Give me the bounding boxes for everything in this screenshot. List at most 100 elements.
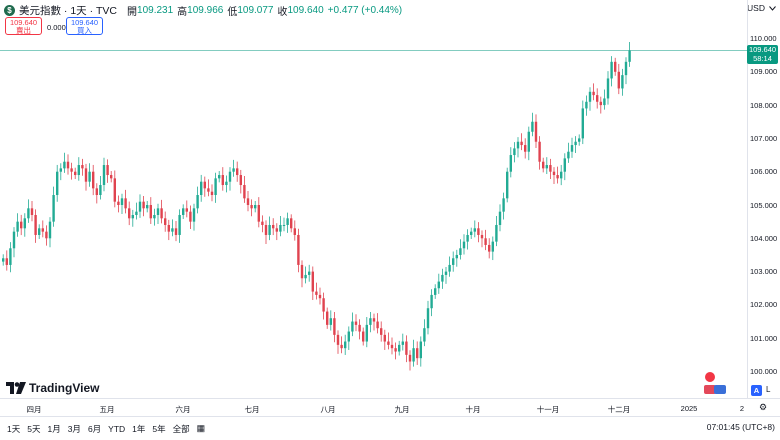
candle — [232, 159, 235, 177]
gear-icon[interactable]: ⚙ — [759, 402, 768, 412]
candle — [304, 266, 307, 284]
candle — [38, 224, 41, 239]
candle — [329, 310, 332, 331]
symbol-title[interactable]: 美元指數 · 1天 · TVC — [19, 4, 118, 17]
tradingview-logo[interactable]: TradingView — [6, 381, 99, 395]
candle — [286, 212, 289, 233]
candle — [488, 238, 491, 259]
buy-button[interactable]: 109.640 買入 — [66, 17, 103, 35]
candle — [560, 164, 563, 186]
candle — [5, 250, 8, 271]
clock[interactable]: 07:01:45 (UTC+8) — [706, 422, 775, 432]
time-tick-label: 七月 — [244, 405, 260, 414]
range-button[interactable]: 全部 — [172, 423, 190, 434]
candle — [318, 287, 322, 305]
candle — [225, 175, 228, 193]
candle — [272, 218, 275, 236]
candle — [462, 234, 466, 255]
candle — [470, 227, 473, 239]
change-value: +0.477 (+0.44%) — [327, 4, 403, 16]
candle — [275, 223, 278, 241]
dollar-icon: $ — [4, 4, 15, 16]
event-marker[interactable] — [705, 372, 715, 382]
range-button[interactable]: 6月 — [87, 423, 102, 434]
candle — [254, 201, 257, 213]
candle — [628, 42, 631, 67]
candle — [372, 313, 376, 331]
candle — [333, 312, 336, 343]
close-label: 收 — [277, 6, 288, 18]
high-label: 高 — [177, 6, 188, 18]
candle — [156, 203, 160, 224]
candle — [509, 147, 512, 178]
candle — [369, 312, 372, 333]
tradingview-icon — [6, 382, 26, 394]
candlestick-chart[interactable] — [0, 0, 747, 398]
candle — [423, 319, 426, 347]
log-scale-button[interactable]: L — [766, 385, 771, 394]
candle — [63, 152, 66, 173]
candle — [290, 214, 293, 233]
countdown: 58:14 — [753, 54, 772, 63]
candle — [408, 350, 412, 371]
close-value: 109.640 — [287, 4, 324, 16]
range-button[interactable]: 3月 — [67, 423, 81, 434]
candle — [592, 83, 595, 101]
open-label: 開 — [127, 6, 138, 18]
candle — [426, 300, 430, 335]
candle — [495, 215, 498, 247]
candle — [167, 219, 170, 241]
range-button[interactable]: 1年 — [132, 423, 146, 434]
price-tick-label: 100.000 — [750, 367, 778, 376]
range-button[interactable]: 1天 — [7, 423, 21, 434]
candle — [534, 114, 538, 148]
sell-button[interactable]: 109.640 賣出 — [5, 17, 42, 35]
us-flag-icon[interactable] — [714, 385, 726, 394]
candle — [459, 239, 462, 260]
candle — [261, 215, 264, 233]
candle — [171, 219, 174, 237]
candle — [477, 222, 480, 243]
candle — [30, 201, 34, 222]
candle — [621, 68, 624, 96]
candle — [596, 88, 599, 109]
candle — [70, 162, 73, 180]
candle — [59, 163, 62, 181]
candle — [56, 164, 59, 202]
symbol-legend[interactable]: $ 美元指數 · 1天 · TVC 開 109.231 高 109.966 低 109… — [4, 3, 403, 18]
currency-select[interactable]: USD — [747, 3, 776, 13]
candle — [524, 138, 527, 159]
auto-scale-button[interactable]: A — [751, 385, 762, 396]
candle — [113, 170, 116, 208]
candle — [153, 208, 156, 226]
calendar-icon[interactable]: ▦ — [196, 423, 206, 433]
candle — [340, 336, 343, 354]
candle — [110, 171, 113, 183]
buy-label: 買入 — [77, 26, 92, 35]
high-value: 109.966 — [187, 4, 224, 16]
range-button[interactable]: YTD — [108, 423, 126, 434]
range-button[interactable]: 5年 — [152, 423, 166, 434]
chevron-down-icon — [769, 5, 776, 11]
candle — [120, 193, 124, 214]
candle — [52, 186, 55, 227]
candle — [401, 333, 404, 351]
candle — [581, 100, 584, 145]
candle — [34, 209, 37, 243]
time-tick-label: 十一月 — [536, 405, 560, 414]
candle — [182, 204, 185, 219]
range-button[interactable]: 1月 — [47, 423, 61, 434]
candle — [95, 183, 98, 204]
us-flag-icon[interactable] — [704, 385, 716, 394]
candle — [441, 268, 444, 289]
time-tick-label: 2 — [739, 404, 745, 413]
price-axis[interactable]: 110.000 109.000 108.000 107.000 106.000 105.0… — [747, 0, 780, 398]
time-axis[interactable] — [0, 398, 780, 417]
range-button[interactable]: 5天 — [27, 423, 41, 434]
candle — [48, 217, 52, 248]
candle — [513, 142, 516, 163]
candle — [300, 260, 304, 288]
candle — [380, 321, 383, 342]
candle — [437, 273, 440, 294]
candle — [138, 194, 142, 218]
